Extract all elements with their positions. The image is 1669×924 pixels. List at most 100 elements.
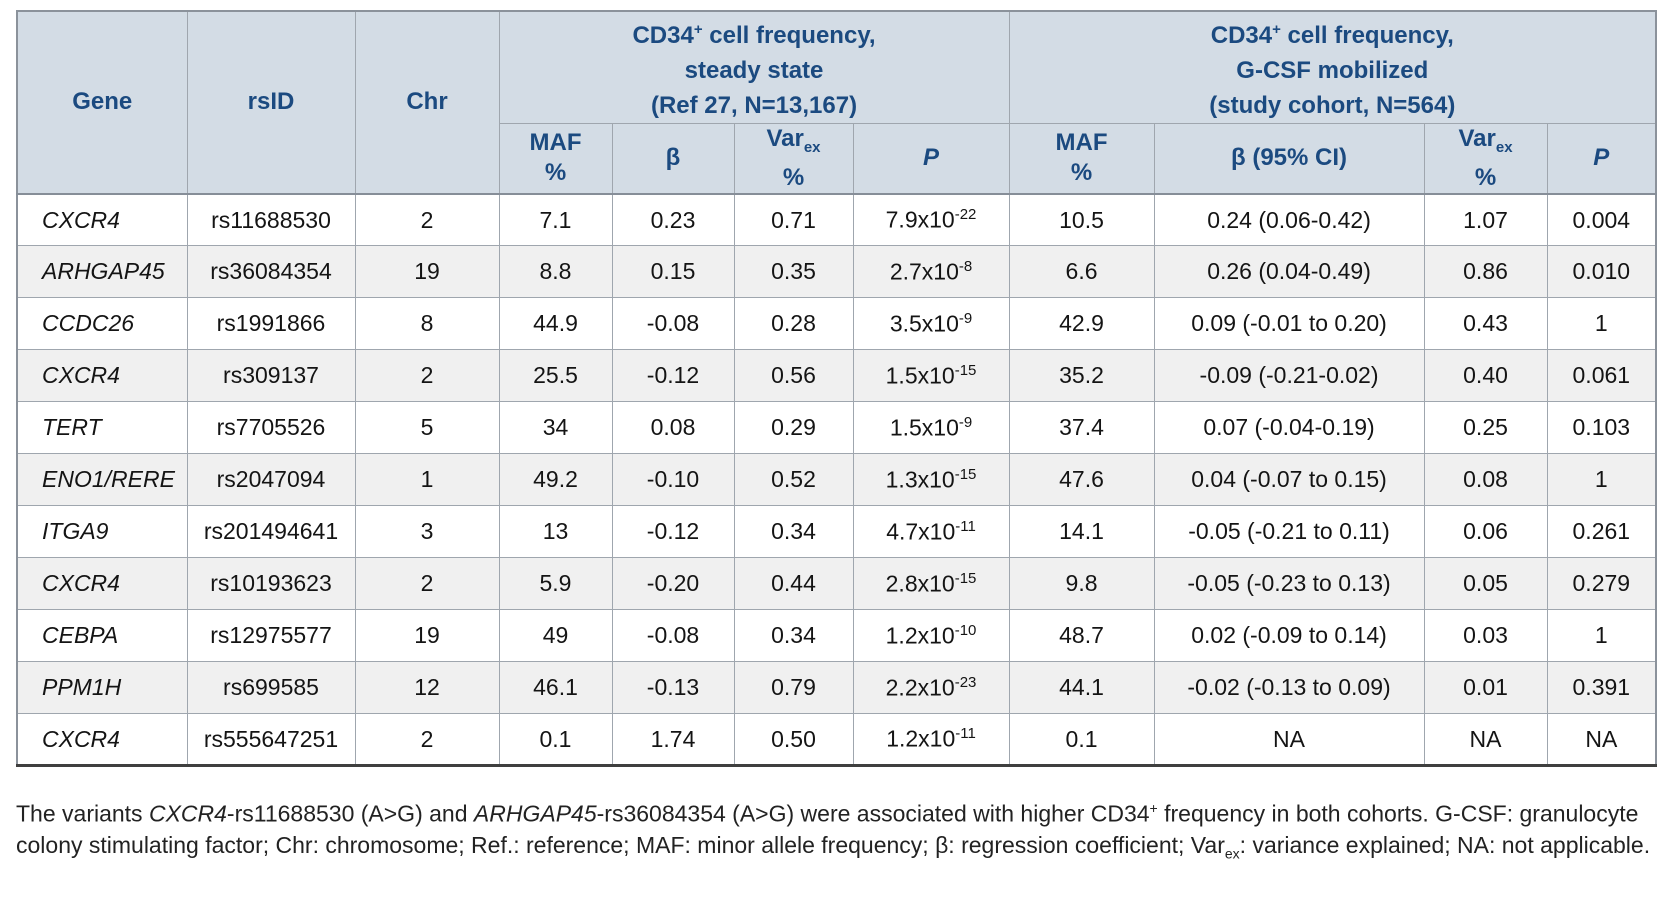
cell-g-p: 0.279 <box>1546 557 1657 611</box>
cell-ss-maf: 46.1 <box>498 661 613 715</box>
cell-ss-varex: 0.28 <box>733 297 854 351</box>
p-value-exponent: -10 <box>954 621 977 639</box>
cell-ss-beta: 0.23 <box>611 193 735 247</box>
p-value-base: 7.9x10 <box>885 206 955 233</box>
cell-g-varex: NA <box>1423 713 1548 767</box>
cell-gene: CXCR4 <box>16 713 188 767</box>
cell-ss-maf: 8.8 <box>498 245 613 299</box>
ss-var-ex-sub: ex <box>803 138 821 156</box>
cell-rsid: rs7705526 <box>186 401 356 455</box>
cell-g-beta-ci: 0.26 (0.04-0.49) <box>1153 245 1425 299</box>
cell-g-varex: 1.07 <box>1423 193 1548 247</box>
cell-gene: ITGA9 <box>16 505 188 559</box>
g-var-ex-sub: ex <box>1495 138 1513 156</box>
table-row: ENO1/RERE rs2047094 1 49.2 -0.10 0.52 1.… <box>16 453 1657 507</box>
cell-g-beta-ci: 0.07 (-0.04-0.19) <box>1153 401 1425 455</box>
cell-chr: 19 <box>354 609 500 663</box>
group1-cellfreq: cell frequency, <box>702 22 876 49</box>
cell-g-maf: 14.1 <box>1008 505 1155 559</box>
p-value-base: 1.2x10 <box>885 622 955 649</box>
cell-g-p: 1 <box>1546 297 1657 351</box>
ss-varex-label: Varex <box>735 124 853 163</box>
cell-g-p: 1 <box>1546 453 1657 507</box>
cell-ss-varex: 0.34 <box>733 505 854 559</box>
cell-g-beta-ci: NA <box>1153 713 1425 767</box>
cell-ss-maf: 7.1 <box>498 193 613 247</box>
header-gene-label: Gene <box>72 88 133 116</box>
header-ss-beta: β <box>611 122 735 195</box>
footnote-segment: ARHGAP45 <box>473 800 597 827</box>
group2-cellfreq: cell frequency, <box>1280 22 1454 49</box>
cell-ss-p: 2.2x10-23 <box>852 661 1010 715</box>
p-value-exponent: -15 <box>954 569 977 587</box>
cell-g-maf: 37.4 <box>1008 401 1155 455</box>
cell-g-p: 1 <box>1546 609 1657 663</box>
cell-g-maf: 10.5 <box>1008 193 1155 247</box>
cell-ss-p: 2.8x10-15 <box>852 557 1010 611</box>
cell-g-maf: 42.9 <box>1008 297 1155 351</box>
table-row: TERT rs7705526 5 34 0.08 0.29 1.5x10-9 3… <box>16 401 1657 455</box>
cell-rsid: rs10193623 <box>186 557 356 611</box>
cell-g-p: 0.261 <box>1546 505 1657 559</box>
cell-chr: 5 <box>354 401 500 455</box>
header-g-p: P <box>1546 122 1657 195</box>
cell-ss-beta: 0.15 <box>611 245 735 299</box>
p-value-exponent: -11 <box>955 517 976 535</box>
cell-g-beta-ci: -0.05 (-0.23 to 0.13) <box>1153 557 1425 611</box>
cell-gene: CXCR4 <box>16 349 188 403</box>
cell-g-maf: 35.2 <box>1008 349 1155 403</box>
p-value-base: 3.5x10 <box>889 310 959 337</box>
group1-line2: steady state <box>684 57 824 84</box>
cell-ss-maf: 34 <box>498 401 613 455</box>
header-group-gcsf: CD34+ cell frequency, G-CSF mobilized (s… <box>1008 10 1657 124</box>
table-row: CEBPA rs12975577 19 49 -0.08 0.34 1.2x10… <box>16 609 1657 663</box>
group2-line3: (study cohort, N=564) <box>1209 92 1456 119</box>
footnote-segment: ex <box>1224 845 1240 862</box>
table-row: ARHGAP45 rs36084354 19 8.8 0.15 0.35 2.7… <box>16 245 1657 299</box>
cell-chr: 12 <box>354 661 500 715</box>
cell-ss-beta: -0.13 <box>611 661 735 715</box>
cell-gene: ARHGAP45 <box>16 245 188 299</box>
cell-rsid: rs309137 <box>186 349 356 403</box>
cell-ss-p: 1.2x10-11 <box>852 713 1010 767</box>
cell-g-beta-ci: 0.09 (-0.01 to 0.20) <box>1153 297 1425 351</box>
p-value-base: 4.7x10 <box>886 518 956 545</box>
cell-ss-beta: -0.12 <box>611 505 735 559</box>
footnote-segment: The variants <box>16 800 149 827</box>
cell-g-p: 0.391 <box>1546 661 1657 715</box>
cell-gene: ENO1/RERE <box>16 453 188 507</box>
p-value-exponent: -8 <box>958 257 973 275</box>
cell-g-varex: 0.40 <box>1423 349 1548 403</box>
ss-p-label: P <box>923 144 940 172</box>
cell-gene: PPM1H <box>16 661 188 715</box>
cell-g-varex: 0.86 <box>1423 245 1548 299</box>
p-value-exponent: -23 <box>954 673 977 691</box>
header-ss-p: P <box>852 122 1010 195</box>
group2-line2: G-CSF mobilized <box>1236 57 1429 84</box>
footnote-segment: -rs36084354 (A>G) were associated with h… <box>596 800 1150 827</box>
table-row: CXCR4 rs11688530 2 7.1 0.23 0.71 7.9x10-… <box>16 193 1657 247</box>
cell-ss-p: 1.2x10-10 <box>852 609 1010 663</box>
cell-ss-p: 1.5x10-15 <box>852 349 1010 403</box>
cell-gene: TERT <box>16 401 188 455</box>
cell-ss-varex: 0.79 <box>733 661 854 715</box>
cell-ss-varex: 0.50 <box>733 713 854 767</box>
cell-rsid: rs555647251 <box>186 713 356 767</box>
cell-g-varex: 0.25 <box>1423 401 1548 455</box>
cell-gene: CXCR4 <box>16 557 188 611</box>
table-row: CXCR4 rs309137 2 25.5 -0.12 0.56 1.5x10-… <box>16 349 1657 403</box>
cell-rsid: rs2047094 <box>186 453 356 507</box>
cell-chr: 8 <box>354 297 500 351</box>
cell-chr: 2 <box>354 713 500 767</box>
header-chr: Chr <box>354 10 500 195</box>
cell-ss-p: 3.5x10-9 <box>852 297 1010 351</box>
p-value-exponent: -22 <box>954 206 977 224</box>
cell-chr: 19 <box>354 245 500 299</box>
footnote-segment: frequency in both cohorts. G-CSF: granul… <box>16 800 1639 858</box>
group2-line1: CD34+ cell frequency, <box>1010 12 1656 53</box>
cell-ss-varex: 0.34 <box>733 609 854 663</box>
footnote-segment: -rs11688530 (A>G) and <box>226 800 474 827</box>
cell-rsid: rs699585 <box>186 661 356 715</box>
ss-varex-pct: % <box>782 163 805 191</box>
cell-g-beta-ci: -0.05 (-0.21 to 0.11) <box>1153 505 1425 559</box>
